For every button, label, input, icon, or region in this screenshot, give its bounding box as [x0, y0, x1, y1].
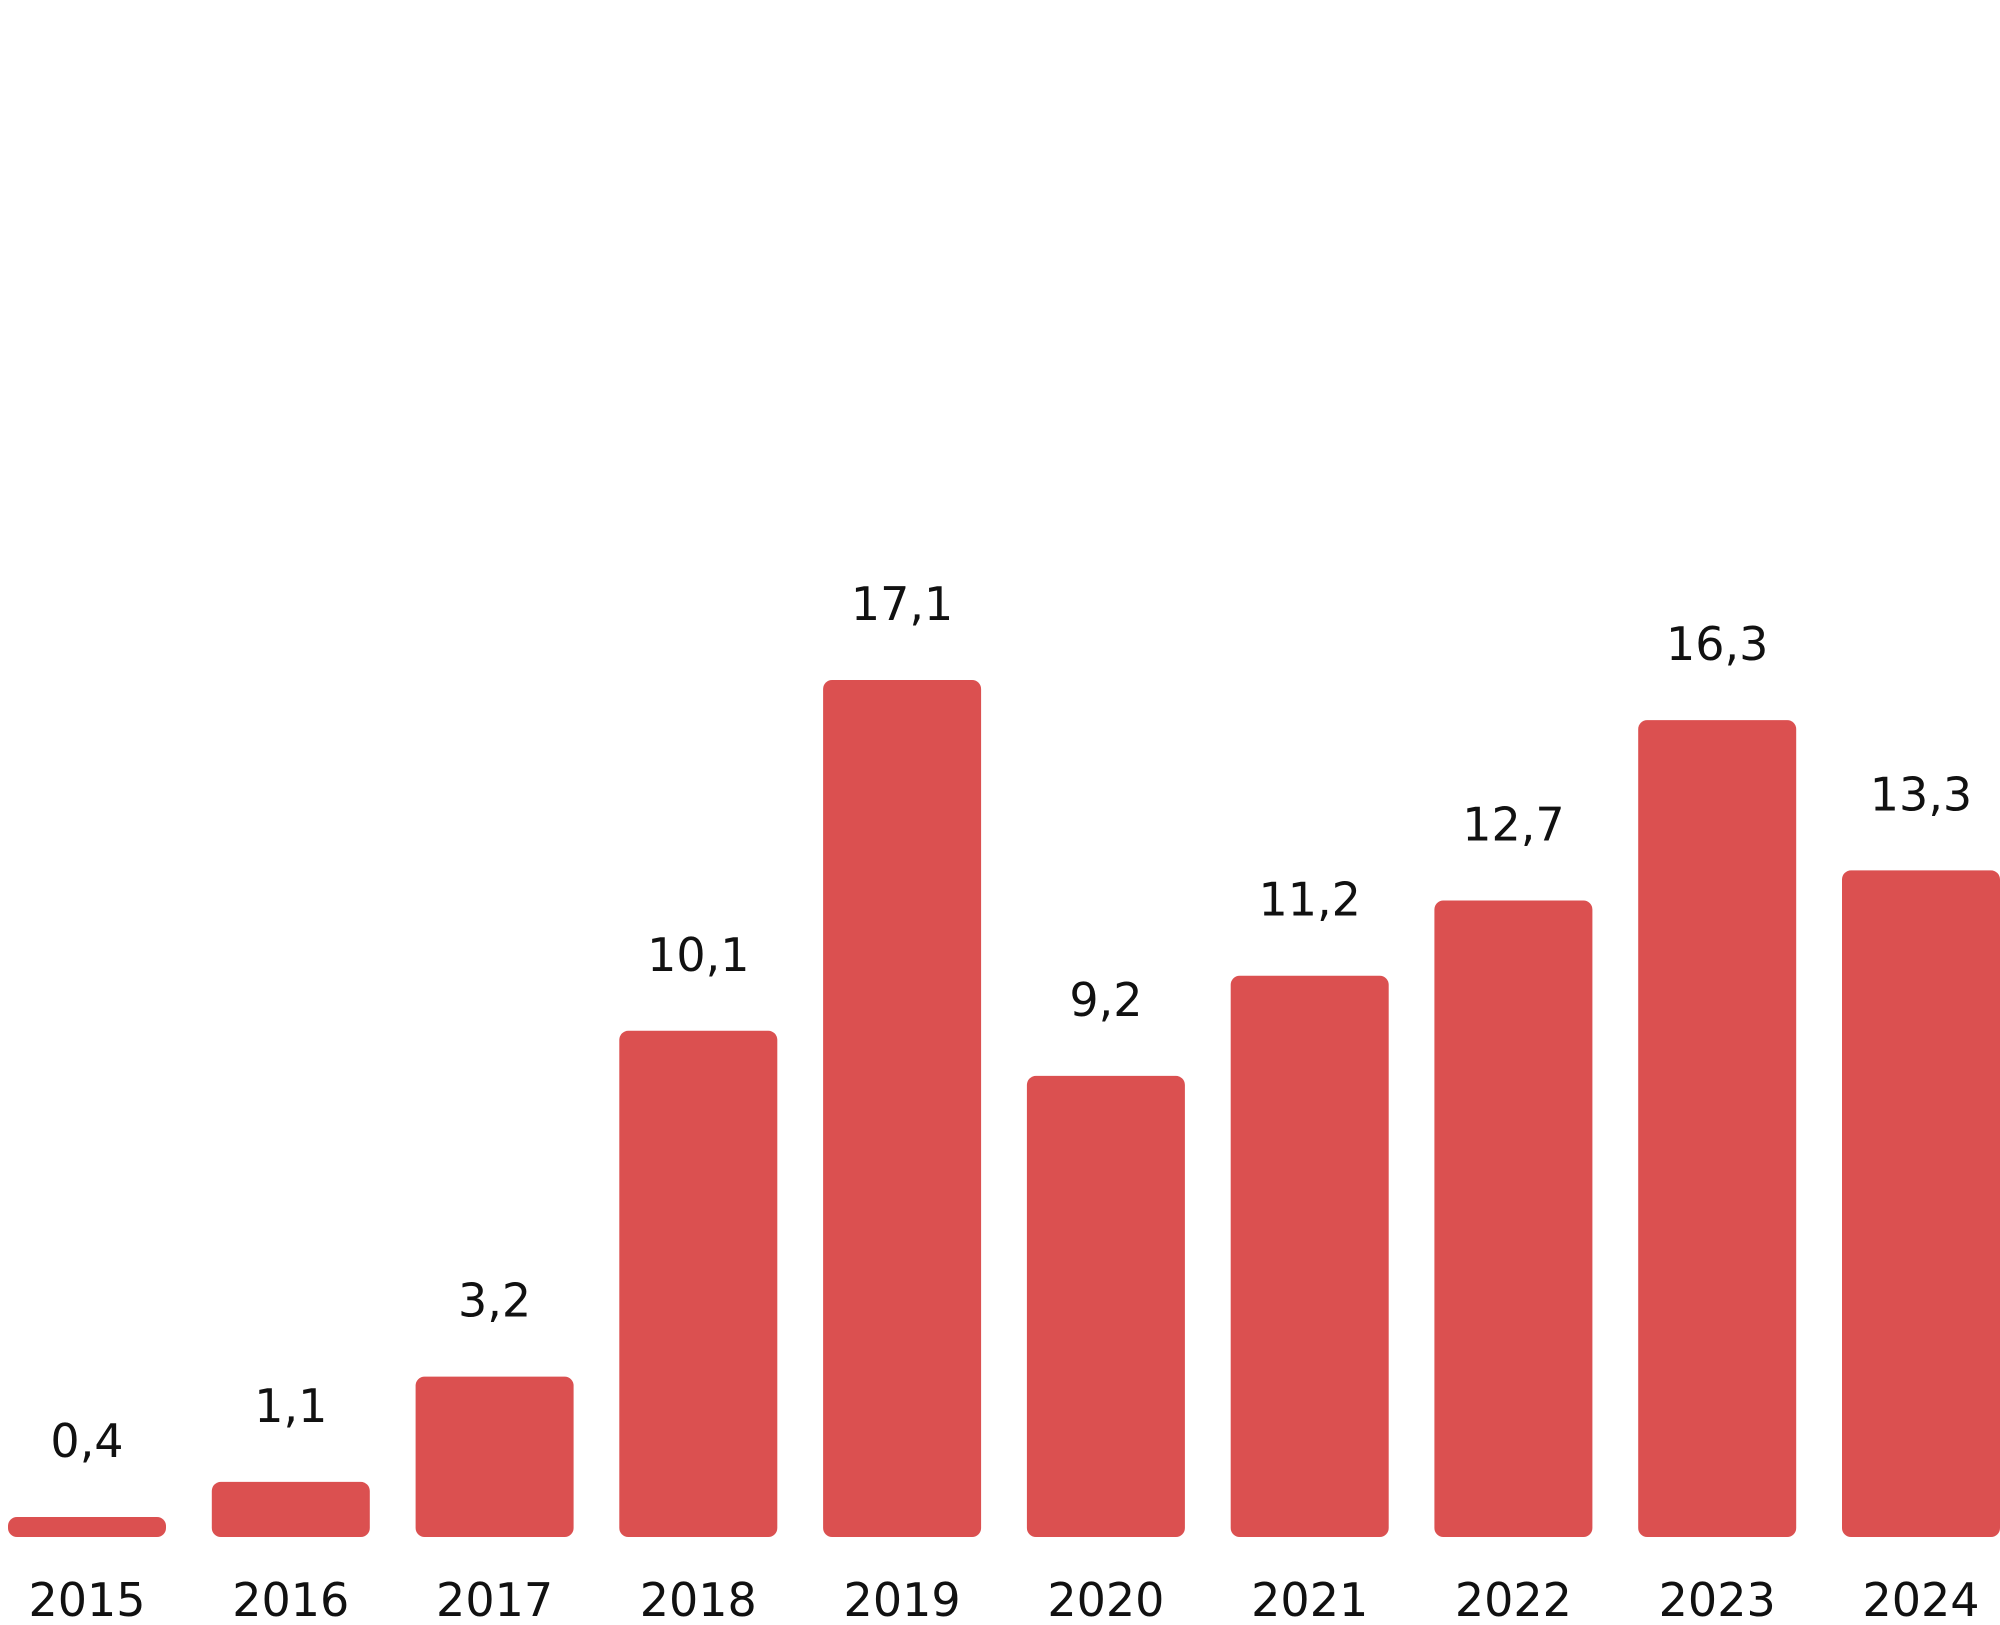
bar-2021 [1230, 975, 1389, 1537]
bar-2022 [1434, 900, 1593, 1537]
year-label-2018: 2018 [640, 1573, 757, 1625]
bar-2015 [8, 1517, 166, 1537]
value-label-2018: 10,1 [647, 928, 749, 982]
bar-2019 [823, 680, 982, 1537]
year-label-2023: 2023 [1659, 1573, 1776, 1625]
value-label-2017: 3,2 [458, 1274, 531, 1328]
bar-2024 [1842, 870, 2000, 1537]
bar-2018 [619, 1030, 778, 1537]
year-labels-group: 2015 2016 2017 2018 2019 2020 2021 2022 2023 2024 [28, 1573, 1979, 1625]
value-label-2020: 9,2 [1069, 973, 1142, 1027]
value-label-2021: 11,2 [1258, 873, 1360, 927]
year-label-2024: 2024 [1862, 1573, 1979, 1625]
value-label-2016: 1,1 [254, 1379, 327, 1433]
value-label-2023: 16,3 [1666, 617, 1768, 671]
year-label-2022: 2022 [1455, 1573, 1572, 1625]
bars-group [8, 680, 2000, 1537]
year-label-2020: 2020 [1047, 1573, 1164, 1625]
value-label-2019: 17,1 [851, 577, 953, 631]
value-label-2024: 13,3 [1870, 767, 1972, 821]
year-label-2019: 2019 [844, 1573, 961, 1625]
value-labels-group: 0,4 1,1 3,2 10,1 17,1 9,2 11,2 12,7 16,3 13,3 [50, 577, 1972, 1468]
bar-2020 [1026, 1075, 1185, 1537]
bar-2017 [415, 1376, 574, 1537]
year-label-2015: 2015 [28, 1573, 145, 1625]
bar-2016 [211, 1481, 370, 1537]
year-label-2021: 2021 [1251, 1573, 1368, 1625]
value-label-2015: 0,4 [50, 1414, 123, 1468]
year-label-2017: 2017 [436, 1573, 553, 1625]
value-label-2022: 12,7 [1462, 798, 1564, 852]
year-label-2016: 2016 [232, 1573, 349, 1625]
bar-2023 [1638, 720, 1797, 1537]
